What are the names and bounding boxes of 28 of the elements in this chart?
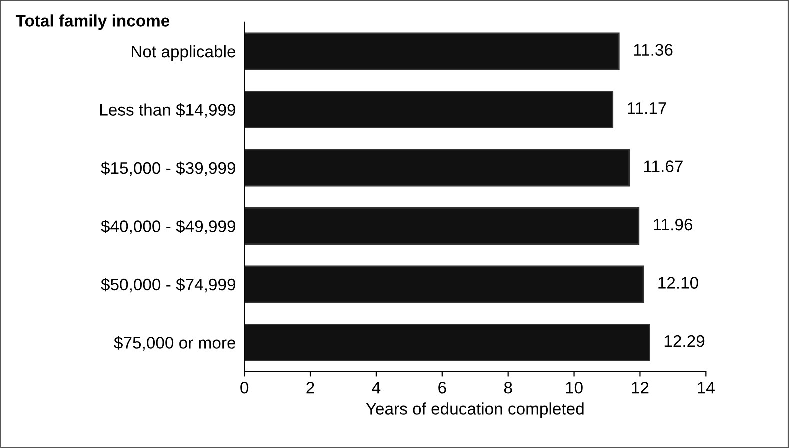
data-label: 11.67 [644, 160, 683, 172]
bar [244, 32, 620, 70]
y-tick-label: $50,000 - $74,999 [101, 278, 236, 293]
y-tick-label: Less than $14,999 [100, 103, 236, 118]
x-tick-label: 12 [632, 382, 649, 394]
y-tick-label: $15,000 - $39,999 [101, 162, 236, 176]
x-tick-label: 14 [698, 382, 715, 394]
y-tick-label: $40,000 - $49,999 [101, 220, 236, 234]
y-tick-label: Not applicable [132, 45, 236, 62]
x-tick-label: 0 [240, 382, 249, 394]
text: Total family income [16, 14, 170, 30]
x-tick-label: 10 [566, 382, 583, 394]
data-label: 11.96 [654, 218, 693, 231]
x-tick-label: 2 [306, 382, 314, 394]
bar [244, 207, 640, 245]
x-tick-label: 4 [372, 382, 381, 394]
x-tick-label: 8 [504, 382, 512, 394]
x-tick-label: 6 [438, 382, 446, 394]
y-tick-label: $75,000 or more [114, 336, 236, 351]
data-label: 12.29 [664, 335, 705, 348]
data-label: 11.36 [634, 44, 673, 56]
bar [244, 324, 650, 362]
data-label: 12.10 [658, 277, 698, 289]
data-label: 11.17 [628, 102, 666, 114]
bar [244, 149, 630, 187]
bar [244, 91, 614, 129]
x-axis-title: Years of education completed [366, 402, 584, 418]
bar [244, 266, 644, 304]
